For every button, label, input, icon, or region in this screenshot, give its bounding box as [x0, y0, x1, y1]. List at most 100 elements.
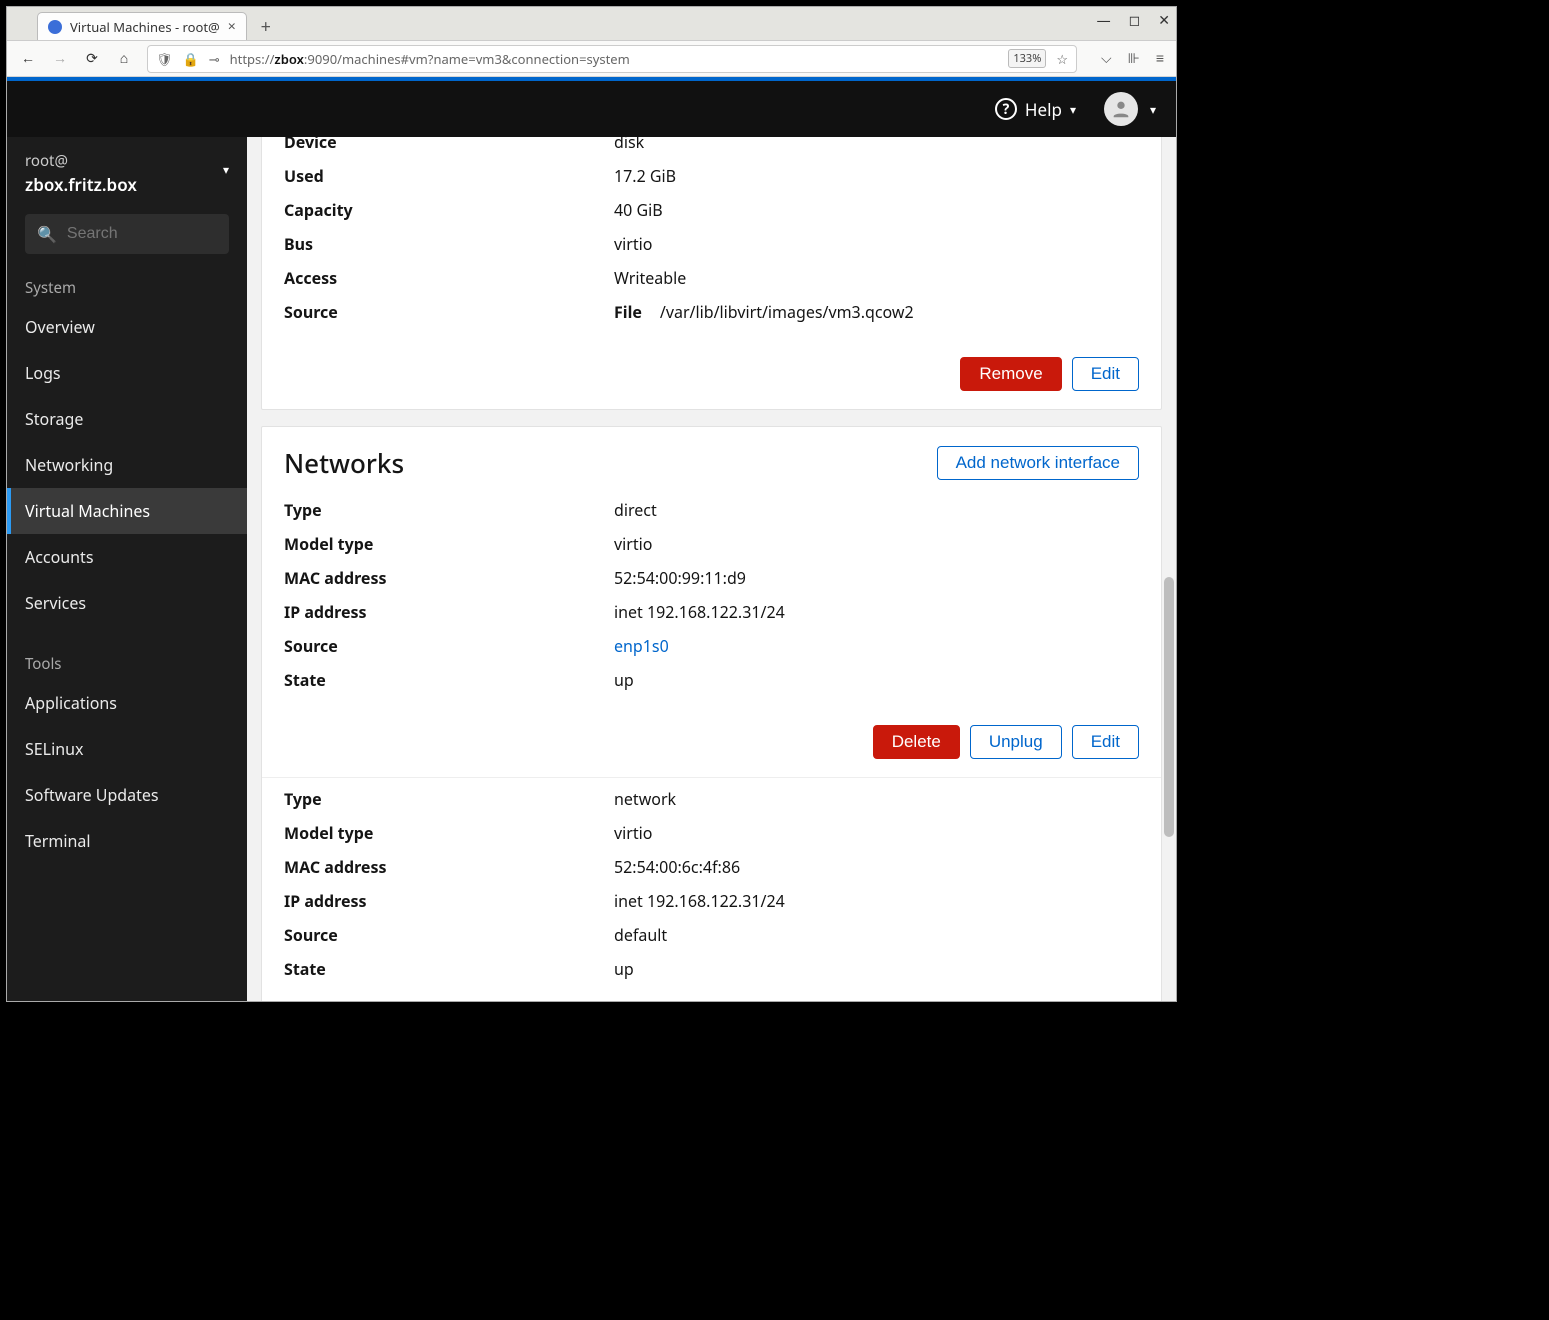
label-used: Used	[284, 165, 614, 187]
label-type: Type	[284, 788, 614, 810]
value-source: default	[614, 924, 1139, 946]
user-menu[interactable]: ▾	[1104, 92, 1156, 126]
chevron-down-icon: ▾	[223, 161, 229, 178]
sidebar-section-tools: Tools	[7, 644, 247, 680]
host-name: zbox.fritz.box	[25, 173, 229, 196]
library-icon[interactable]: ⊪	[1128, 49, 1140, 68]
sidebar: root@ zbox.fritz.box ▾ 🔍 System Overview…	[7, 137, 247, 1001]
sidebar-search[interactable]: 🔍	[25, 214, 229, 254]
window-close-icon[interactable]: ✕	[1158, 11, 1170, 30]
networks-title: Networks	[284, 445, 404, 481]
address-bar[interactable]: 🛡 🔒 ⊸ https://zbox:9090/machines#vm?name…	[147, 45, 1077, 73]
label-model: Model type	[284, 822, 614, 844]
host-user: root@	[25, 151, 229, 171]
label-source: Source	[284, 301, 614, 323]
search-icon: 🔍	[37, 223, 57, 245]
search-input[interactable]	[67, 225, 217, 243]
sidebar-item-terminal[interactable]: Terminal	[7, 818, 247, 864]
label-device: Device	[284, 137, 614, 153]
chevron-down-icon: ▾	[1150, 101, 1156, 118]
sidebar-item-accounts[interactable]: Accounts	[7, 534, 247, 580]
tab-favicon	[48, 20, 62, 34]
lock-icon: 🔒	[183, 50, 199, 68]
app-topbar: ? Help ▾ ▾	[7, 81, 1176, 137]
browser-tab[interactable]: Virtual Machines - root@ ×	[37, 12, 247, 40]
label-ip: IP address	[284, 890, 614, 912]
value-device: disk	[614, 137, 1139, 153]
window-maximize-icon[interactable]: ◻	[1129, 11, 1141, 30]
sidebar-item-services[interactable]: Services	[7, 580, 247, 626]
browser-tabstrip: Virtual Machines - root@ × + — ◻ ✕	[7, 7, 1176, 41]
value-bus: virtio	[614, 233, 1139, 255]
disk-card: Devicedisk Used17.2 GiB Capacity40 GiB B…	[261, 137, 1162, 410]
sidebar-item-virtual-machines[interactable]: Virtual Machines	[7, 488, 247, 534]
sidebar-item-overview[interactable]: Overview	[7, 304, 247, 350]
unplug-button[interactable]: Unplug	[970, 725, 1062, 759]
edit-button[interactable]: Edit	[1072, 725, 1139, 759]
label-model: Model type	[284, 533, 614, 555]
value-type: direct	[614, 499, 1139, 521]
window-minimize-icon[interactable]: —	[1097, 11, 1111, 30]
main-content: Devicedisk Used17.2 GiB Capacity40 GiB B…	[247, 137, 1176, 1001]
avatar-icon	[1104, 92, 1138, 126]
label-source: Source	[284, 924, 614, 946]
value-used: 17.2 GiB	[614, 165, 1139, 187]
scrollbar[interactable]	[1164, 137, 1174, 1001]
value-type: network	[614, 788, 1139, 810]
value-access: Writeable	[614, 267, 1139, 289]
delete-button[interactable]: Delete	[873, 725, 960, 759]
value-mac: 52:54:00:99:11:d9	[614, 567, 1139, 589]
edit-button[interactable]: Edit	[1072, 357, 1139, 391]
value-capacity: 40 GiB	[614, 199, 1139, 221]
sidebar-item-software-updates[interactable]: Software Updates	[7, 772, 247, 818]
host-switcher[interactable]: root@ zbox.fritz.box ▾	[7, 137, 247, 206]
sidebar-item-networking[interactable]: Networking	[7, 442, 247, 488]
label-file: File	[614, 301, 642, 323]
label-bus: Bus	[284, 233, 614, 255]
menu-icon[interactable]: ≡	[1156, 49, 1164, 68]
help-icon: ?	[995, 98, 1017, 120]
value-state: up	[614, 669, 1139, 691]
tab-close-icon[interactable]: ×	[228, 17, 236, 36]
zoom-badge[interactable]: 133%	[1008, 49, 1046, 68]
add-network-button[interactable]: Add network interface	[937, 446, 1139, 480]
sidebar-item-logs[interactable]: Logs	[7, 350, 247, 396]
network-interface-1: Typedirect Model typevirtio MAC address5…	[262, 489, 1161, 715]
label-state: State	[284, 958, 614, 980]
label-state: State	[284, 669, 614, 691]
remove-button[interactable]: Remove	[960, 357, 1061, 391]
label-mac: MAC address	[284, 567, 614, 589]
sidebar-section-system: System	[7, 268, 247, 304]
nav-home-icon[interactable]: ⌂	[115, 49, 133, 68]
value-ip: inet 192.168.122.31/24	[614, 890, 1139, 912]
label-type: Type	[284, 499, 614, 521]
networks-card: Networks Add network interface Typedirec…	[261, 426, 1162, 1001]
scroll-thumb[interactable]	[1164, 577, 1174, 837]
value-ip: inet 192.168.122.31/24	[614, 601, 1139, 623]
sidebar-item-selinux[interactable]: SELinux	[7, 726, 247, 772]
url-text: https://zbox:9090/machines#vm?name=vm3&c…	[230, 50, 999, 68]
network-interface-2: Typenetwork Model typevirtio MAC address…	[262, 778, 1161, 1001]
value-model: virtio	[614, 822, 1139, 844]
help-menu[interactable]: ? Help ▾	[995, 98, 1076, 121]
value-source-link[interactable]: enp1s0	[614, 635, 669, 657]
chevron-down-icon: ▾	[1070, 101, 1076, 118]
new-tab-button[interactable]: +	[253, 14, 279, 40]
sidebar-item-applications[interactable]: Applications	[7, 680, 247, 726]
value-source: File/var/lib/libvirt/images/vm3.qcow2	[614, 301, 1139, 323]
nav-forward-icon: →	[51, 49, 69, 68]
label-mac: MAC address	[284, 856, 614, 878]
url-toolbar: ← → ⟳ ⌂ 🛡 🔒 ⊸ https://zbox:9090/machines…	[7, 41, 1176, 77]
label-capacity: Capacity	[284, 199, 614, 221]
key-icon: ⊸	[209, 50, 220, 68]
value-state: up	[614, 958, 1139, 980]
label-access: Access	[284, 267, 614, 289]
tab-title: Virtual Machines - root@	[70, 18, 220, 36]
label-source: Source	[284, 635, 614, 657]
nav-reload-icon[interactable]: ⟳	[83, 49, 101, 68]
pocket-icon[interactable]: ⌵	[1101, 49, 1112, 68]
bookmark-star-icon[interactable]: ☆	[1056, 50, 1068, 68]
nav-back-icon[interactable]: ←	[19, 49, 37, 68]
sidebar-item-storage[interactable]: Storage	[7, 396, 247, 442]
label-ip: IP address	[284, 601, 614, 623]
